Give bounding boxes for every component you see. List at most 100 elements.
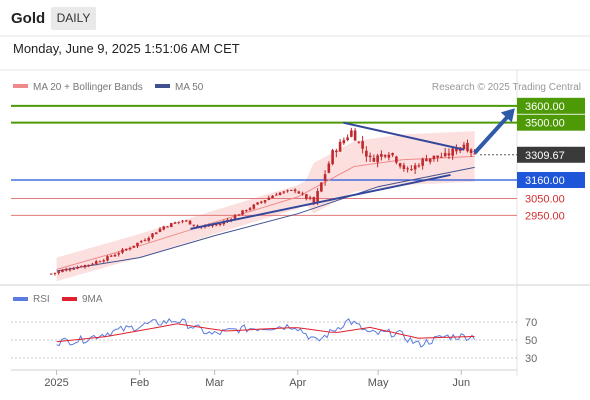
candle-body bbox=[177, 221, 181, 223]
candle-body bbox=[237, 214, 241, 216]
candle-body bbox=[312, 197, 316, 204]
candle-body bbox=[323, 174, 327, 181]
candle-body bbox=[447, 153, 451, 156]
candle-body bbox=[327, 163, 331, 173]
candle-body bbox=[391, 153, 394, 156]
candle-body bbox=[147, 237, 151, 241]
candle-body bbox=[196, 225, 199, 227]
support-level-label: 2950.00 bbox=[525, 210, 565, 222]
candle-body bbox=[473, 153, 476, 155]
candle-body bbox=[380, 153, 383, 157]
candle-body bbox=[305, 194, 308, 199]
candle-body bbox=[308, 197, 312, 199]
candle-body bbox=[376, 155, 379, 163]
candle-body bbox=[245, 210, 248, 212]
candle-body bbox=[346, 137, 349, 141]
time-tick-label: Jun bbox=[452, 377, 470, 389]
ma50-legend-swatch bbox=[155, 84, 170, 88]
target-level-tag bbox=[517, 97, 585, 114]
candle-body bbox=[466, 142, 469, 152]
candle-body bbox=[64, 268, 68, 271]
ma9-legend-label: 9MA bbox=[82, 294, 103, 305]
candle-body bbox=[320, 182, 323, 192]
chart-header: Gold DAILY bbox=[0, 0, 590, 36]
candle-body bbox=[192, 224, 196, 226]
candle-body bbox=[297, 191, 301, 194]
candle-body bbox=[136, 242, 139, 246]
candle-body bbox=[410, 169, 413, 171]
candle-body bbox=[398, 163, 402, 167]
candle-body bbox=[263, 200, 267, 203]
trendline bbox=[190, 173, 451, 230]
candle-body bbox=[271, 195, 274, 199]
trendline bbox=[343, 121, 465, 151]
candle-body bbox=[462, 144, 466, 150]
candle-body bbox=[350, 130, 353, 137]
candle-body bbox=[256, 202, 259, 205]
candle-body bbox=[241, 210, 244, 215]
candle-body bbox=[184, 220, 188, 222]
candle-body bbox=[455, 147, 458, 152]
time-tick-label: Mar bbox=[205, 377, 224, 389]
rsi-legend-label: RSI bbox=[33, 294, 50, 305]
candle-body bbox=[57, 271, 61, 273]
candle-body bbox=[87, 264, 91, 266]
candle-body bbox=[395, 156, 398, 163]
candle-body bbox=[436, 155, 439, 158]
candle-body bbox=[402, 165, 406, 169]
rsi-tick-label: 50 bbox=[525, 335, 537, 347]
last-price-tag bbox=[517, 146, 585, 163]
ma20-line bbox=[56, 155, 475, 270]
moving-averages bbox=[56, 155, 475, 272]
target-level-label: 3600.00 bbox=[525, 101, 565, 113]
candle-body bbox=[188, 220, 192, 225]
candle-body bbox=[451, 148, 454, 156]
ma9-line bbox=[56, 323, 475, 343]
ma50-legend-label: MA 50 bbox=[175, 82, 204, 93]
candle-body bbox=[53, 272, 57, 274]
candle-body bbox=[413, 165, 417, 170]
rsi-tick-label: 70 bbox=[525, 317, 537, 329]
rsi-line bbox=[56, 318, 476, 348]
candle-body bbox=[335, 150, 338, 153]
price-levels bbox=[11, 104, 517, 216]
ma20-legend-label: MA 20 + Bollinger Bands bbox=[33, 82, 143, 93]
pivot-level-label: 3160.00 bbox=[525, 175, 565, 187]
trendlines bbox=[190, 108, 515, 230]
candle-body bbox=[102, 260, 106, 262]
timestamp: Monday, June 9, 2025 1:51:06 AM CET bbox=[13, 41, 240, 56]
time-tick-label: May bbox=[368, 377, 389, 389]
candle-body bbox=[282, 191, 286, 193]
candle-body bbox=[316, 191, 319, 203]
bollinger-band-fill bbox=[56, 131, 475, 282]
pivot-level-tag bbox=[517, 172, 585, 188]
candle-body bbox=[181, 220, 184, 222]
instrument-title: Gold bbox=[11, 10, 46, 27]
candle-body bbox=[76, 266, 79, 269]
candle-body bbox=[169, 223, 173, 228]
candle-body bbox=[113, 254, 117, 257]
candle-body bbox=[357, 141, 361, 143]
time-axis: 2025 Feb Mar Apr May Jun bbox=[44, 370, 470, 389]
support-level-label: 3050.00 bbox=[525, 194, 565, 206]
ma9-legend-swatch bbox=[62, 297, 77, 301]
candle-body bbox=[151, 233, 154, 238]
candle-body bbox=[214, 224, 218, 226]
candle-body bbox=[158, 228, 162, 232]
time-tick-label: 2025 bbox=[44, 377, 68, 389]
candle-body bbox=[293, 189, 297, 192]
candle-body bbox=[49, 273, 53, 275]
rsi-tick-label: 30 bbox=[525, 353, 537, 365]
ma20-legend-swatch bbox=[13, 84, 28, 88]
candle-body bbox=[443, 152, 447, 157]
target-level-label: 3500.00 bbox=[525, 118, 565, 130]
rsi-panel: 70 50 30 bbox=[11, 317, 537, 365]
candle-body bbox=[94, 261, 98, 264]
last-price-label: 3309.67 bbox=[525, 150, 565, 162]
candle-body bbox=[338, 141, 342, 152]
candle-body bbox=[368, 155, 372, 158]
time-tick-label: Feb bbox=[130, 377, 149, 389]
candle-body bbox=[406, 168, 409, 170]
timeframe-badge[interactable]: DAILY bbox=[51, 7, 96, 30]
